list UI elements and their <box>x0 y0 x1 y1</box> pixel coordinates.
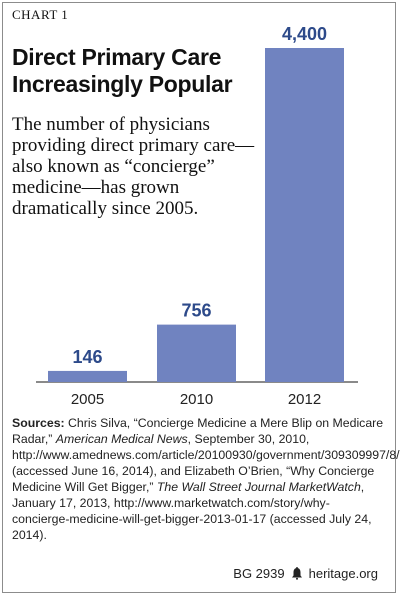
chart-label: CHART 1 <box>12 7 69 22</box>
chart-title-line-1: Direct Primary Care <box>12 44 222 70</box>
report-code: BG 2939 <box>233 566 285 581</box>
bar-2005 <box>48 370 127 382</box>
bar-2010 <box>157 324 236 382</box>
sources-text-1: Chris Silva, “Concierge Medicine a Mere … <box>12 416 384 446</box>
tick-label-2010: 2010 <box>180 391 213 408</box>
sources-journal-2: The Wall Street Journal MarketWatch <box>156 480 361 494</box>
sources-text-2: , September 30, 2010, http://www.amednew… <box>12 432 400 494</box>
data-label-2012: 4,400 <box>282 24 327 44</box>
sources-text-3: , January 17, 2013, http://www.marketwat… <box>12 480 372 542</box>
tick-label-2005: 2005 <box>71 391 104 408</box>
data-label-2005: 146 <box>72 347 102 367</box>
sources-label: Sources: <box>12 416 65 430</box>
sources-journal-1: American Medical News <box>55 432 188 446</box>
footer: BG 2939 heritage.org <box>233 566 378 581</box>
sources-note: Sources: Chris Silva, “Concierge Medicin… <box>12 415 400 543</box>
chart-title: Direct Primary Care Increasingly Popular <box>12 44 252 98</box>
chart-description: The number of physicians providing direc… <box>12 114 255 219</box>
site-link[interactable]: heritage.org <box>308 566 378 581</box>
bar-2012 <box>265 48 344 382</box>
tick-label-2012: 2012 <box>288 391 321 408</box>
liberty-bell-icon <box>291 567 303 580</box>
data-label-2010: 756 <box>181 301 211 321</box>
chart-title-line-2: Increasingly Popular <box>12 71 233 97</box>
